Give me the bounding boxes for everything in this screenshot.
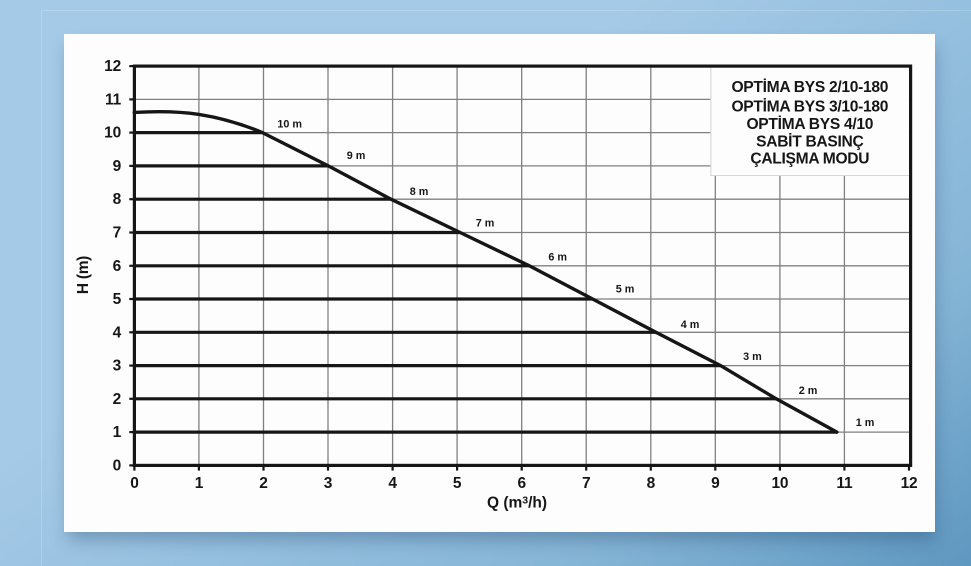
svg-text:10 m: 10 m xyxy=(277,119,302,131)
svg-text:5 m: 5 m xyxy=(616,284,635,296)
svg-text:0: 0 xyxy=(113,457,121,474)
svg-text:4 m: 4 m xyxy=(681,319,700,331)
svg-text:5: 5 xyxy=(113,291,122,308)
svg-text:8 m: 8 m xyxy=(410,186,429,198)
svg-text:6 m: 6 m xyxy=(548,252,567,264)
svg-text:OPTİMA BYS 2/10-180: OPTİMA BYS 2/10-180 xyxy=(731,78,888,96)
svg-text:SABİT BASINÇ: SABİT BASINÇ xyxy=(756,132,863,150)
svg-text:8: 8 xyxy=(647,475,656,492)
svg-text:8: 8 xyxy=(113,191,122,208)
svg-text:9 m: 9 m xyxy=(347,150,366,162)
svg-text:3: 3 xyxy=(324,475,333,492)
svg-text:2: 2 xyxy=(113,391,121,408)
svg-text:7: 7 xyxy=(582,475,590,492)
svg-text:Q (m3/h): Q (m3/h) xyxy=(487,495,547,512)
svg-text:2: 2 xyxy=(259,475,267,492)
svg-text:0: 0 xyxy=(130,475,138,492)
svg-text:10: 10 xyxy=(771,475,788,492)
svg-text:H (m): H (m) xyxy=(75,256,92,294)
svg-text:5: 5 xyxy=(453,475,462,492)
svg-text:2 m: 2 m xyxy=(799,385,818,397)
svg-text:OPTİMA BYS 4/10: OPTİMA BYS 4/10 xyxy=(746,115,873,133)
svg-text:1: 1 xyxy=(195,475,204,492)
svg-text:7: 7 xyxy=(113,225,121,242)
svg-text:7 m: 7 m xyxy=(476,218,495,230)
svg-text:1: 1 xyxy=(113,424,122,441)
svg-text:1 m: 1 m xyxy=(856,417,875,429)
svg-text:11: 11 xyxy=(836,475,853,492)
svg-text:OPTİMA BYS 3/10-180: OPTİMA BYS 3/10-180 xyxy=(731,97,888,115)
svg-text:3: 3 xyxy=(113,358,122,375)
svg-text:6: 6 xyxy=(113,258,122,275)
svg-text:12: 12 xyxy=(104,58,121,75)
svg-text:4: 4 xyxy=(113,324,122,341)
svg-text:12: 12 xyxy=(901,475,918,492)
svg-text:9: 9 xyxy=(113,158,122,175)
svg-text:6: 6 xyxy=(517,475,526,492)
svg-text:11: 11 xyxy=(105,91,122,108)
svg-text:3 m: 3 m xyxy=(743,351,762,363)
svg-text:ÇALIŞMA MODU: ÇALIŞMA MODU xyxy=(750,151,869,168)
svg-text:10: 10 xyxy=(104,125,121,142)
svg-text:4: 4 xyxy=(388,475,397,492)
svg-text:9: 9 xyxy=(711,475,720,492)
